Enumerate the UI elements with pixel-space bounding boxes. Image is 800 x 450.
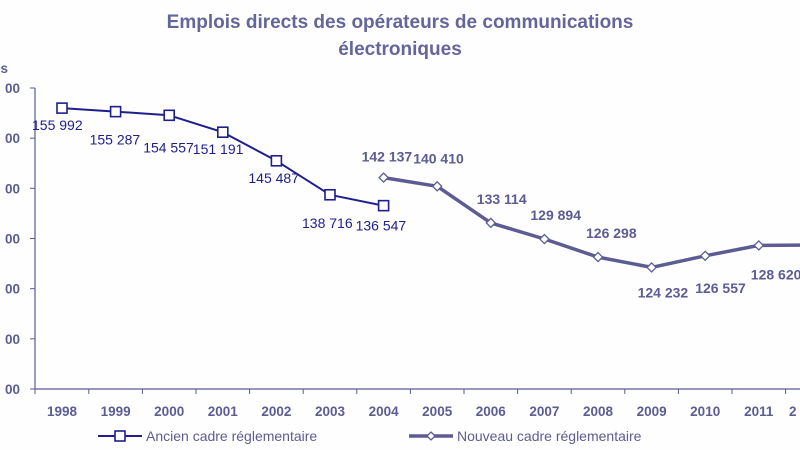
data-point-marker — [699, 250, 711, 262]
data-point-marker — [270, 155, 283, 167]
data-label: 133 114 — [477, 191, 527, 207]
legend-square-marker-icon — [98, 430, 142, 442]
x-tick-label: 2006 — [476, 404, 507, 419]
y-tick-label: 00 — [5, 181, 20, 196]
x-tick-label: 2008 — [583, 404, 614, 419]
data-label: 129 894 — [530, 207, 581, 223]
data-point-marker — [217, 126, 229, 138]
legend-item-nouveau: Nouveau cadre réglementaire — [409, 428, 641, 444]
y-tick-label: 00 — [5, 382, 20, 397]
data-point-marker — [56, 102, 68, 114]
data-label: 155 992 — [32, 117, 83, 133]
x-tick-label: 2009 — [637, 404, 667, 419]
y-tick-label: 00 — [5, 131, 20, 146]
y-tick-label: 00 — [5, 232, 20, 247]
series-line-nouveau — [383, 175, 800, 270]
chart-title-line2: électroniques — [338, 39, 462, 60]
data-label: 138 716 — [302, 215, 353, 231]
data-point-marker — [592, 251, 604, 263]
data-label: 126 557 — [695, 280, 746, 296]
data-label: 154 557 — [143, 139, 194, 155]
data-point-marker — [753, 240, 765, 251]
data-point-marker — [538, 233, 550, 245]
data-point-marker — [377, 199, 390, 212]
x-tick-label: 2 — [789, 404, 797, 419]
x-tick-label: 2004 — [369, 404, 400, 419]
data-point-marker — [378, 172, 390, 184]
x-tick-label: 2001 — [208, 404, 239, 419]
data-label: 124 232 — [638, 284, 689, 300]
legend-item-ancien: Ancien cadre réglementaire — [98, 428, 317, 444]
data-label: 155 287 — [90, 132, 141, 148]
data-point-marker — [163, 109, 175, 122]
x-tick-label: 2002 — [261, 404, 291, 419]
data-point-marker — [324, 188, 336, 201]
x-tick-label: 1998 — [47, 404, 78, 419]
legend-label-ancien: Ancien cadre réglementaire — [146, 428, 318, 444]
x-tick-label: 1999 — [101, 404, 131, 419]
y-tick-label: 00 — [5, 332, 20, 347]
y-tick-label: 00 — [5, 81, 20, 96]
x-tick-label: 2005 — [422, 404, 453, 419]
x-tick-label: 2000 — [154, 404, 184, 419]
chart-title-line1: Emplois directs des opérateurs de commun… — [166, 12, 634, 33]
legend-label-nouveau: Nouveau cadre réglementaire — [457, 428, 642, 444]
data-point-marker — [646, 262, 658, 273]
x-tick-label: 2003 — [315, 404, 346, 419]
data-label: 136 547 — [356, 218, 407, 234]
x-tick-label: 2010 — [690, 404, 720, 419]
data-label: 140 410 — [413, 150, 464, 166]
data-label: 151 191 — [193, 141, 244, 157]
data-label: 128 620 — [751, 266, 800, 282]
x-tick-label: 2011 — [744, 404, 774, 419]
data-label: 126 298 — [586, 225, 637, 241]
x-tick-label: 2007 — [529, 404, 559, 419]
data-point-marker — [431, 180, 443, 192]
data-label: 142 137 — [362, 149, 413, 165]
y-axis-label: s — [0, 61, 8, 76]
data-point-marker — [109, 105, 122, 118]
y-tick-label: 00 — [5, 282, 20, 297]
data-point-marker — [485, 217, 497, 229]
legend-diamond-marker-icon — [409, 431, 453, 441]
data-label: 145 487 — [248, 170, 299, 186]
